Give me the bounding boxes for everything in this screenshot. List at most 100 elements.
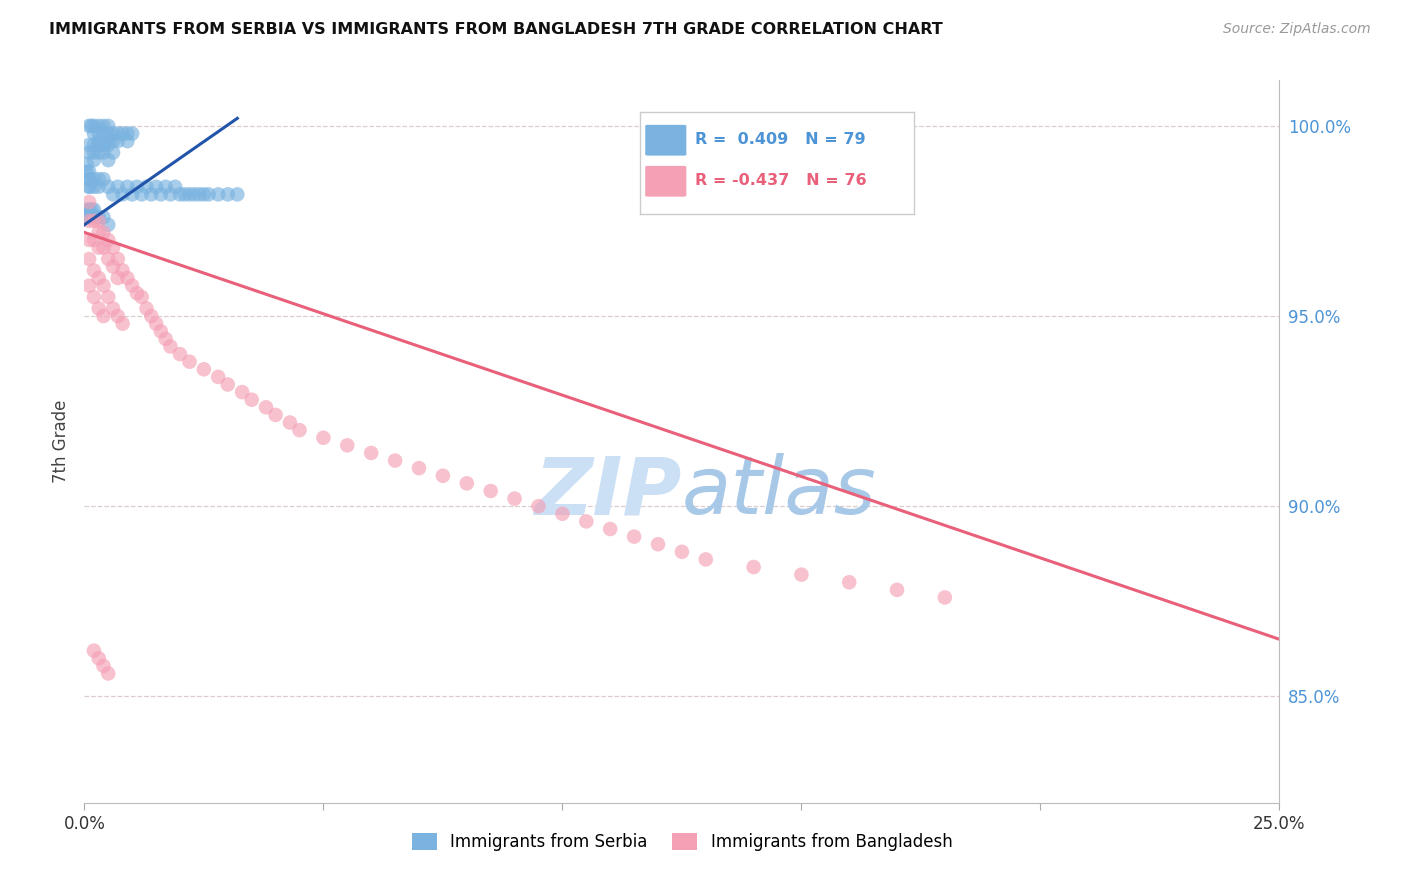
Point (83, 179, 105, 194)
Point (97, 233, 120, 247)
Point (278, 416, 301, 430)
Point (97, 252, 120, 266)
Point (183, 187, 205, 202)
Point (87, 134, 110, 148)
Point (107, 309, 129, 323)
Point (623, 530, 645, 544)
Point (111, 187, 134, 202)
Legend: Immigrants from Serbia, Immigrants from Bangladesh: Immigrants from Serbia, Immigrants from … (404, 825, 960, 860)
Point (288, 423, 311, 437)
Text: IMMIGRANTS FROM SERBIA VS IMMIGRANTS FROM BANGLADESH 7TH GRADE CORRELATION CHART: IMMIGRANTS FROM SERBIA VS IMMIGRANTS FRO… (49, 22, 943, 37)
Point (527, 499, 550, 513)
Point (87, 137, 110, 152)
Point (93, 659, 115, 673)
Point (77, 252, 100, 266)
Point (145, 317, 167, 331)
Point (83, 643, 105, 657)
Point (83, 145, 105, 160)
Y-axis label: 7th Grade: 7th Grade (52, 400, 70, 483)
Point (87, 241, 110, 255)
Point (159, 187, 181, 202)
Point (155, 332, 177, 346)
Point (107, 134, 129, 148)
Point (101, 260, 124, 274)
Point (93, 309, 115, 323)
Point (384, 453, 406, 467)
Point (97, 290, 120, 304)
Point (93, 137, 115, 152)
Point (76, 210, 98, 224)
Point (97, 134, 120, 148)
Point (217, 377, 239, 392)
Point (193, 187, 215, 202)
Point (87, 301, 110, 316)
Point (575, 515, 598, 529)
Point (111, 263, 134, 277)
Point (117, 127, 139, 141)
Point (77, 214, 100, 228)
Point (101, 241, 124, 255)
Point (93, 241, 115, 255)
Point (87, 127, 110, 141)
Point (87, 172, 110, 186)
Point (165, 179, 187, 194)
Point (86, 210, 108, 224)
Point (87, 226, 110, 240)
Point (93, 172, 115, 186)
Point (188, 187, 211, 202)
Point (87, 179, 110, 194)
Point (97, 137, 120, 152)
Point (838, 575, 860, 590)
Point (264, 408, 287, 422)
Point (97, 127, 120, 141)
Point (80, 119, 103, 133)
Point (83, 202, 105, 217)
Point (231, 385, 253, 400)
Point (551, 507, 574, 521)
Point (97, 218, 120, 232)
Point (76, 157, 98, 171)
Point (97, 119, 120, 133)
Point (83, 127, 105, 141)
Point (97, 153, 120, 168)
Point (77, 179, 100, 194)
Point (135, 179, 157, 194)
Point (149, 187, 172, 202)
Point (77, 202, 100, 217)
Point (312, 431, 335, 445)
Point (76, 202, 98, 217)
Point (77, 145, 100, 160)
Point (599, 522, 621, 536)
Point (647, 537, 669, 551)
Point (97, 666, 120, 681)
Point (77, 210, 100, 224)
Point (83, 172, 105, 186)
Point (193, 362, 215, 376)
Point (117, 271, 139, 285)
Point (83, 119, 105, 133)
Point (93, 119, 115, 133)
Point (101, 127, 124, 141)
Point (83, 137, 105, 152)
Point (117, 179, 139, 194)
Point (934, 591, 956, 605)
Point (83, 233, 105, 247)
Point (101, 301, 124, 316)
Point (77, 172, 100, 186)
Point (87, 145, 110, 160)
Point (97, 179, 120, 194)
Point (87, 271, 110, 285)
Point (360, 446, 382, 460)
Point (93, 127, 115, 141)
Point (671, 545, 693, 559)
Point (77, 119, 100, 133)
Point (87, 119, 110, 133)
Point (179, 187, 201, 202)
Point (83, 263, 105, 277)
Text: R = -0.437   N = 76: R = -0.437 N = 76 (695, 173, 866, 188)
FancyBboxPatch shape (645, 166, 686, 196)
Point (93, 278, 115, 293)
Text: R =  0.409   N = 79: R = 0.409 N = 79 (695, 132, 865, 147)
Point (77, 179, 100, 194)
Point (131, 187, 153, 202)
